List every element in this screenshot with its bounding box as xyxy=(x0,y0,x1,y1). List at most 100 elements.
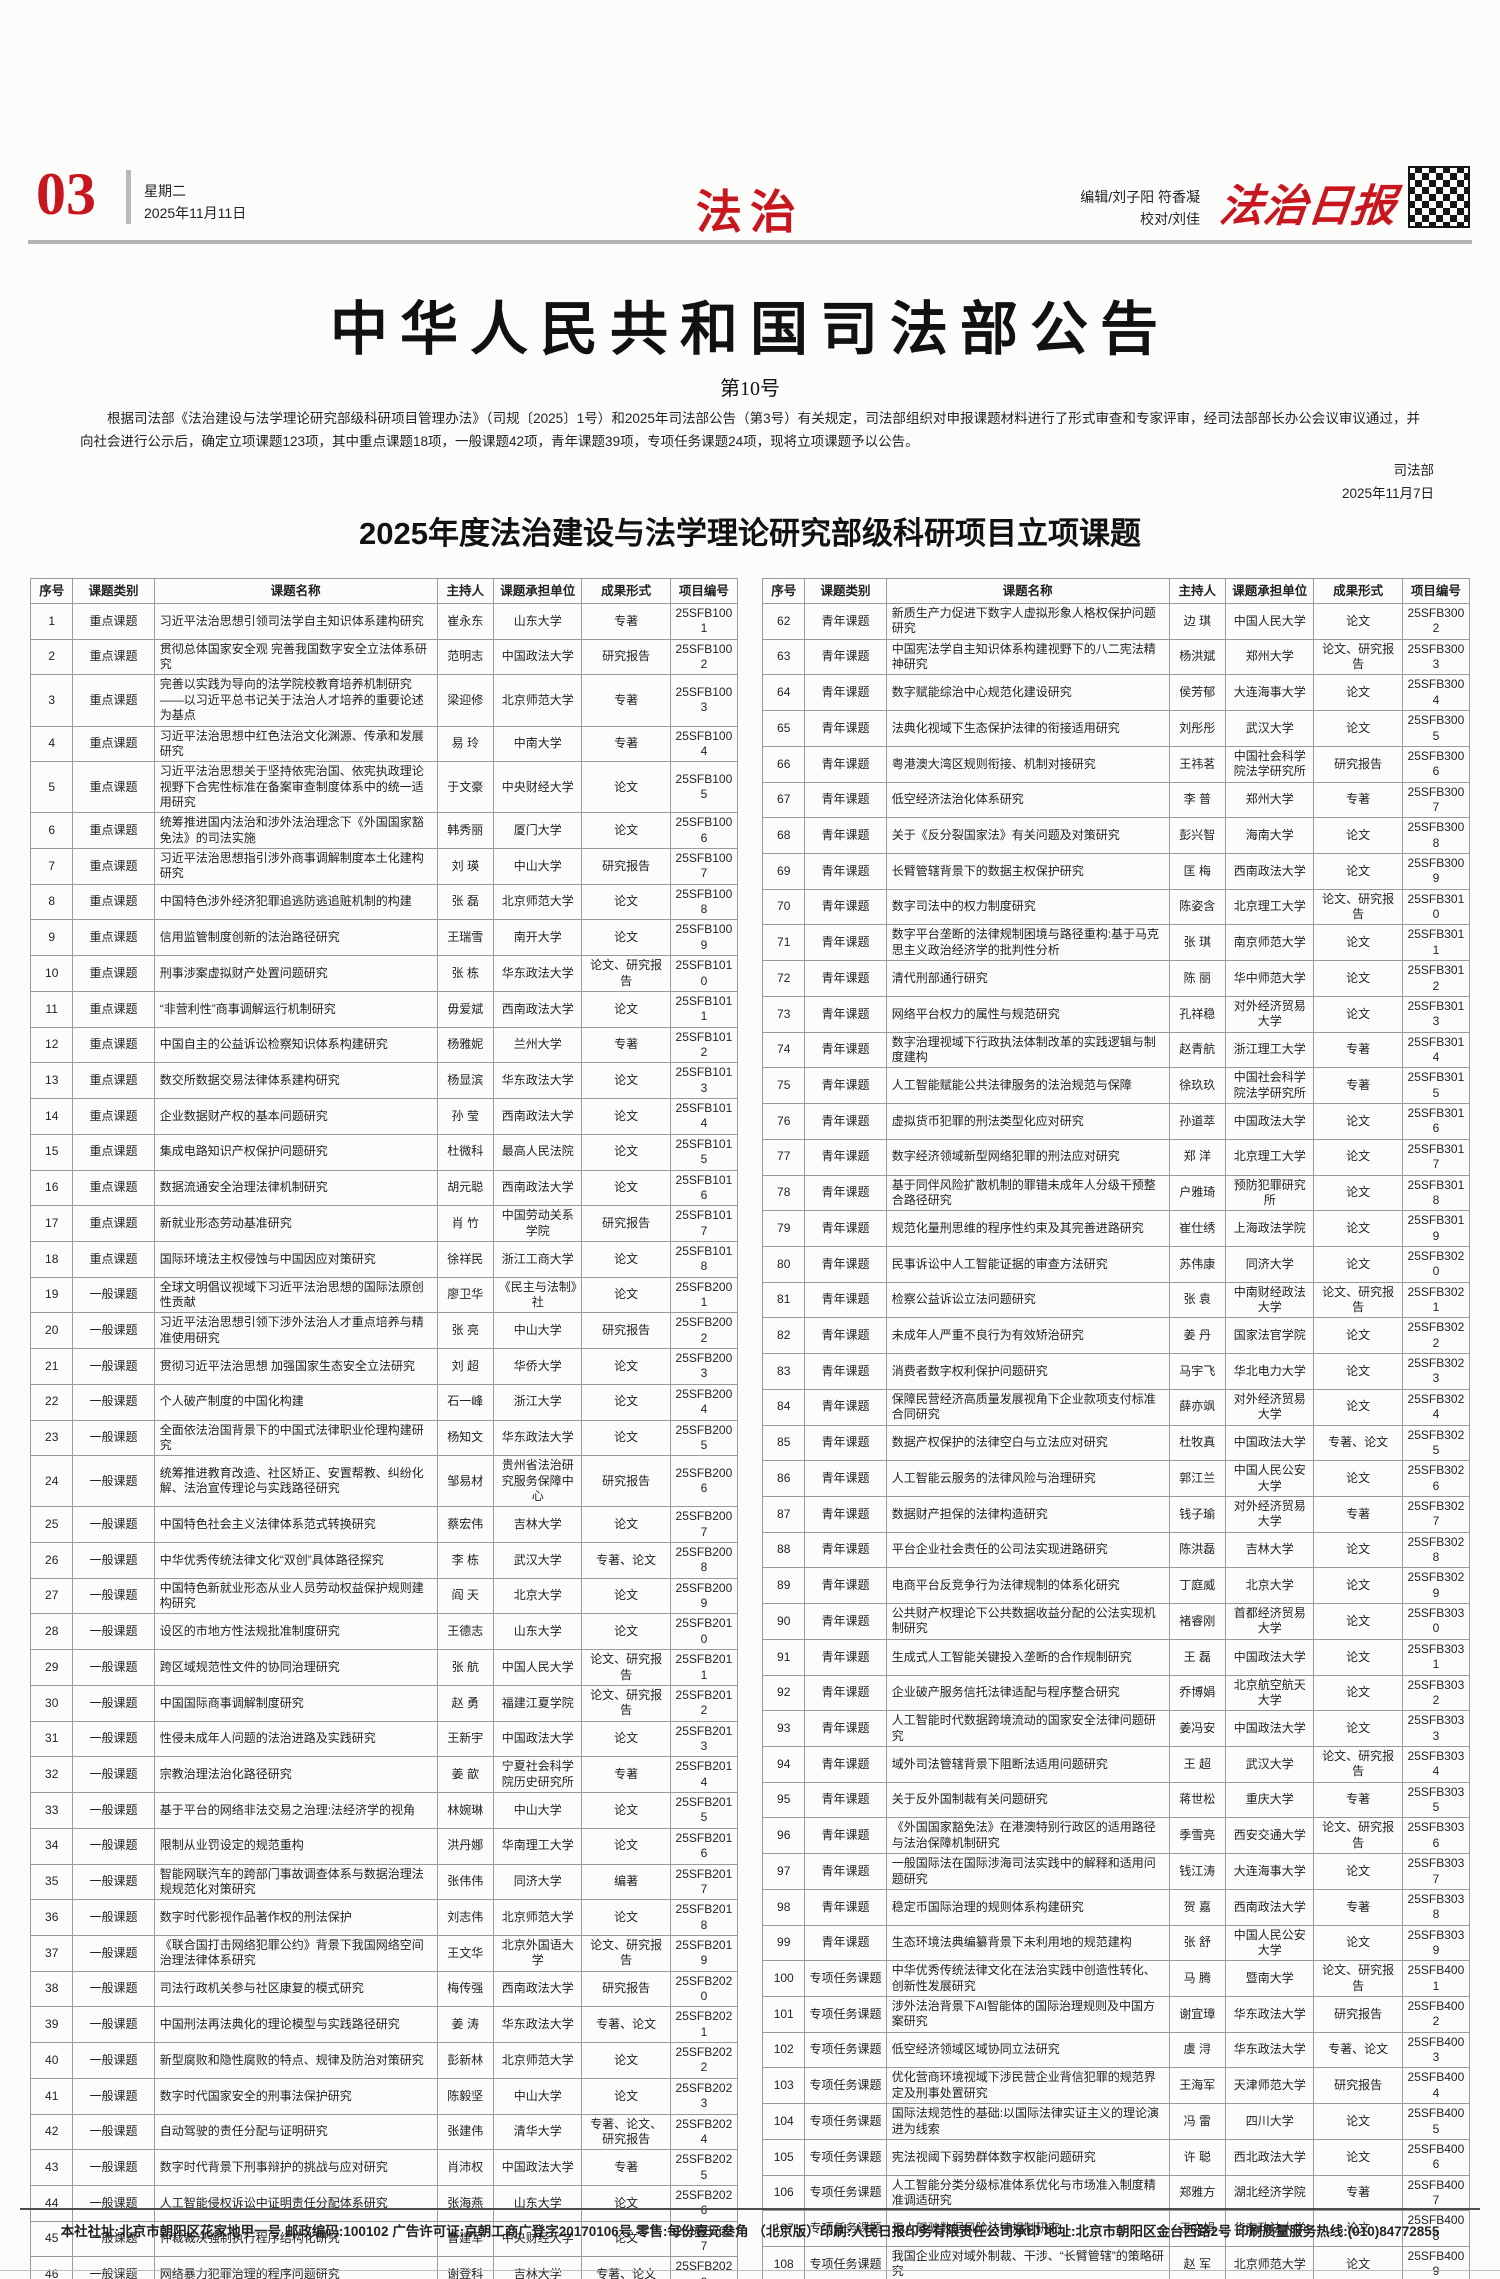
serial-cell: 44 xyxy=(29,2184,74,2222)
table-row: 24 一般课题 统筹推进教育改造、社区矫正、安置帮教、纠纷化解、法治宣传理论与实践路… xyxy=(29,1455,739,1508)
category-cell: 青年课题 xyxy=(804,1746,887,1783)
table-row: 2 重点课题 贯彻总体国家安全观 完善我国数字安全立法体系研究 范明志 中国政法大学 研究… xyxy=(29,638,739,676)
project-code-cell: 25SFB1013 xyxy=(669,1062,739,1100)
output-form-cell: 论文 xyxy=(581,1419,671,1457)
project-code-cell: 25SFB2020 xyxy=(669,1970,739,2008)
project-title-cell: 中国刑法再法典化的理论模型与实践路径研究 xyxy=(153,2006,438,2044)
leader-cell: 蒋世松 xyxy=(1168,1781,1227,1819)
serial-cell: 6 xyxy=(29,812,74,850)
project-title-cell: 智能网联汽车的跨部门事故调查体系与数据治理法规规范化对策研究 xyxy=(153,1863,438,1901)
category-cell: 青年课题 xyxy=(804,638,887,676)
leader-cell: 孙道萃 xyxy=(1168,1103,1227,1140)
leader-cell: 刘 瑛 xyxy=(436,848,495,885)
project-code-cell: 25SFB1017 xyxy=(669,1205,739,1242)
serial-cell: 16 xyxy=(29,1169,74,1207)
project-title-cell: 人工智能云服务的法律风险与治理研究 xyxy=(885,1460,1170,1497)
project-title-cell: 中国特色涉外经济犯罪追逃防逃追赃机制的构建 xyxy=(153,883,438,921)
table-row: 86 青年课题 人工智能云服务的法律风险与治理研究 郭江兰 中国人民公安大学 论文 25SF… xyxy=(761,1460,1471,1497)
serial-cell: 34 xyxy=(29,1827,74,1865)
output-form-cell: 论文 xyxy=(1313,710,1403,747)
project-code-cell: 25SFB3006 xyxy=(1401,745,1471,783)
leader-cell: 李 普 xyxy=(1168,781,1227,819)
category-cell: 青年课题 xyxy=(804,1067,887,1105)
organization-cell: 贵州省法治研究服务保障中心 xyxy=(493,1455,583,1508)
table-row: 66 青年课题 粤港澳大湾区规则衔接、机制对接研究 王祎茗 中国社会科学院法学研究所 研究… xyxy=(761,745,1471,783)
project-title-cell: 数据财产担保的法律构造研究 xyxy=(885,1495,1170,1533)
project-title-cell: 新就业形态劳动基准研究 xyxy=(153,1205,438,1242)
project-title-cell: 新型腐败和隐性腐败的特点、规律及防治对策研究 xyxy=(153,2042,438,2079)
output-form-cell: 论文 xyxy=(581,2077,671,2115)
project-title-cell: 数字司法中的权力制度研究 xyxy=(885,888,1170,926)
project-code-cell: 25SFB4002 xyxy=(1401,1996,1471,2033)
table-row: 101 专项任务课题 涉外法治背景下AI智能体的国际治理规则及中国方案研究 谢宜璋 华东… xyxy=(761,1996,1471,2033)
serial-cell: 97 xyxy=(761,1853,806,1890)
output-form-cell: 论文 xyxy=(581,1577,671,1615)
project-code-cell: 25SFB4007 xyxy=(1401,2174,1471,2212)
leader-cell: 姜 丹 xyxy=(1168,1317,1227,1355)
organization-cell: 大连海事大学 xyxy=(1225,674,1315,712)
serial-cell: 39 xyxy=(29,2006,74,2044)
output-form-cell: 研究报告 xyxy=(581,1455,671,1508)
serial-cell: 1 xyxy=(29,603,74,640)
serial-cell: 19 xyxy=(29,1276,74,1314)
project-code-cell: 25SFB2007 xyxy=(669,1506,739,1544)
project-code-cell: 25SFB1015 xyxy=(669,1133,739,1171)
organization-cell: 对外经济贸易大学 xyxy=(1225,995,1315,1033)
project-title-cell: 司法行政机关参与社区康复的模式研究 xyxy=(153,1970,438,2008)
output-form-cell: 论文 xyxy=(581,1383,671,1421)
project-code-cell: 25SFB3011 xyxy=(1401,924,1471,962)
leader-cell: 林婉琳 xyxy=(436,1792,495,1829)
organization-cell: 北京外国语大学 xyxy=(493,1934,583,1972)
organization-cell: 上海政法学院 xyxy=(1225,1210,1315,1247)
table-row: 1 重点课题 习近平法治思想引领司法学自主知识体系建构研究 崔永东 山东大学 专著 25SF… xyxy=(29,603,739,640)
serial-cell: 11 xyxy=(29,990,74,1028)
project-code-cell: 25SFB2005 xyxy=(669,1419,739,1457)
project-code-cell: 25SFB4001 xyxy=(1401,1960,1471,1998)
output-form-cell: 研究报告 xyxy=(1313,745,1403,783)
organization-cell: 浙江大学 xyxy=(493,1383,583,1421)
category-cell: 青年课题 xyxy=(804,1460,887,1497)
table-row: 12 重点课题 中国自主的公益诉讼检察知识体系构建研究 杨雅妮 兰州大学 专著 25SFB1… xyxy=(29,1026,739,1064)
table-row: 64 青年课题 数字赋能综治中心规范化建设研究 侯芳郁 大连海事大学 论文 25SFB300… xyxy=(761,674,1471,712)
table-row: 35 一般课题 智能网联汽车的跨部门事故调查体系与数据治理法规规范化对策研究 张伟伟同… xyxy=(29,1863,739,1901)
organization-cell: 暨南大学 xyxy=(1225,1960,1315,1998)
leader-cell: 杨显滨 xyxy=(436,1062,495,1100)
table-row: 84 青年课题 保障民营经济高质量发展视角下企业款项支付标准合同研究 薛亦飒 对外经济贸… xyxy=(761,1388,1471,1426)
organization-cell: 北京师范大学 xyxy=(493,883,583,921)
category-cell: 一般课题 xyxy=(72,1455,155,1508)
organization-cell: 重庆大学 xyxy=(1225,1781,1315,1819)
leader-cell: 乔博娟 xyxy=(1168,1674,1227,1712)
output-form-cell: 论文 xyxy=(581,1133,671,1171)
table-row: 37 一般课题 《联合国打击网络犯罪公约》背景下我国网络空间治理法律体系研究 王文华北… xyxy=(29,1934,739,1972)
output-form-cell: 专著 xyxy=(1313,781,1403,819)
table-row: 8 重点课题 中国特色涉外经济犯罪追逃防逃追赃机制的构建张 磊北京师范大学 论文 25S… xyxy=(29,883,739,921)
column-header: 主持人 xyxy=(436,578,495,604)
output-form-cell: 专著、论文 xyxy=(581,2006,671,2044)
leader-cell: 孙 莹 xyxy=(436,1098,495,1135)
organization-cell: 吉林大学 xyxy=(493,1506,583,1544)
organization-cell: 福建江夏学院 xyxy=(493,1684,583,1722)
table-row: 30 一般课题 中国国际商事调解制度研究赵 勇福建江夏学院 论文、研究报告 25SFB2… xyxy=(29,1684,739,1722)
category-cell: 青年课题 xyxy=(804,1388,887,1426)
project-title-cell: 数字赋能综治中心规范化建设研究 xyxy=(885,674,1170,712)
project-code-cell: 25SFB3031 xyxy=(1401,1638,1471,1676)
output-form-cell: 专著 xyxy=(1313,1781,1403,1819)
organization-cell: 天津师范大学 xyxy=(1225,2067,1315,2105)
project-title-cell: 习近平法治思想关于坚持依宪治国、依宪执政理论视野下合宪性标准在备案审查制度体系中… xyxy=(153,761,438,814)
project-code-cell: 25SFB1005 xyxy=(669,761,739,814)
category-cell: 专项任务课题 xyxy=(804,2174,887,2212)
column-header: 课题名称 xyxy=(885,578,1170,604)
table-row: 17 重点课题 新就业形态劳动基准研究肖 竹中国劳动关系学院 研究报告 25SFB101… xyxy=(29,1205,739,1242)
table-row: 80 青年课题 民事诉讼中人工智能证据的审查方法研究 苏伟康 同济大学 论文 25SFB30… xyxy=(761,1245,1471,1283)
serial-cell: 102 xyxy=(761,2031,806,2069)
category-cell: 重点课题 xyxy=(72,638,155,676)
category-cell: 重点课题 xyxy=(72,955,155,992)
table-row: 33 一般课题 基于平台的网络非法交易之治理:法经济学的视角 林婉琳 中山大学 论文 25S… xyxy=(29,1792,739,1829)
category-cell: 重点课题 xyxy=(72,1133,155,1171)
qr-code-icon xyxy=(1408,166,1470,228)
project-title-cell: “非营利性”商事调解运行机制研究 xyxy=(153,990,438,1028)
table-row: 7 重点课题 习近平法治思想指引涉外商事调解制度本土化建构研究刘 瑛中山大学 研究报告… xyxy=(29,848,739,885)
serial-cell: 4 xyxy=(29,725,74,763)
project-code-cell: 25SFB3002 xyxy=(1401,603,1471,640)
project-title-cell: 全面依法治国背景下的中国式法律职业伦理构建研究 xyxy=(153,1419,438,1457)
